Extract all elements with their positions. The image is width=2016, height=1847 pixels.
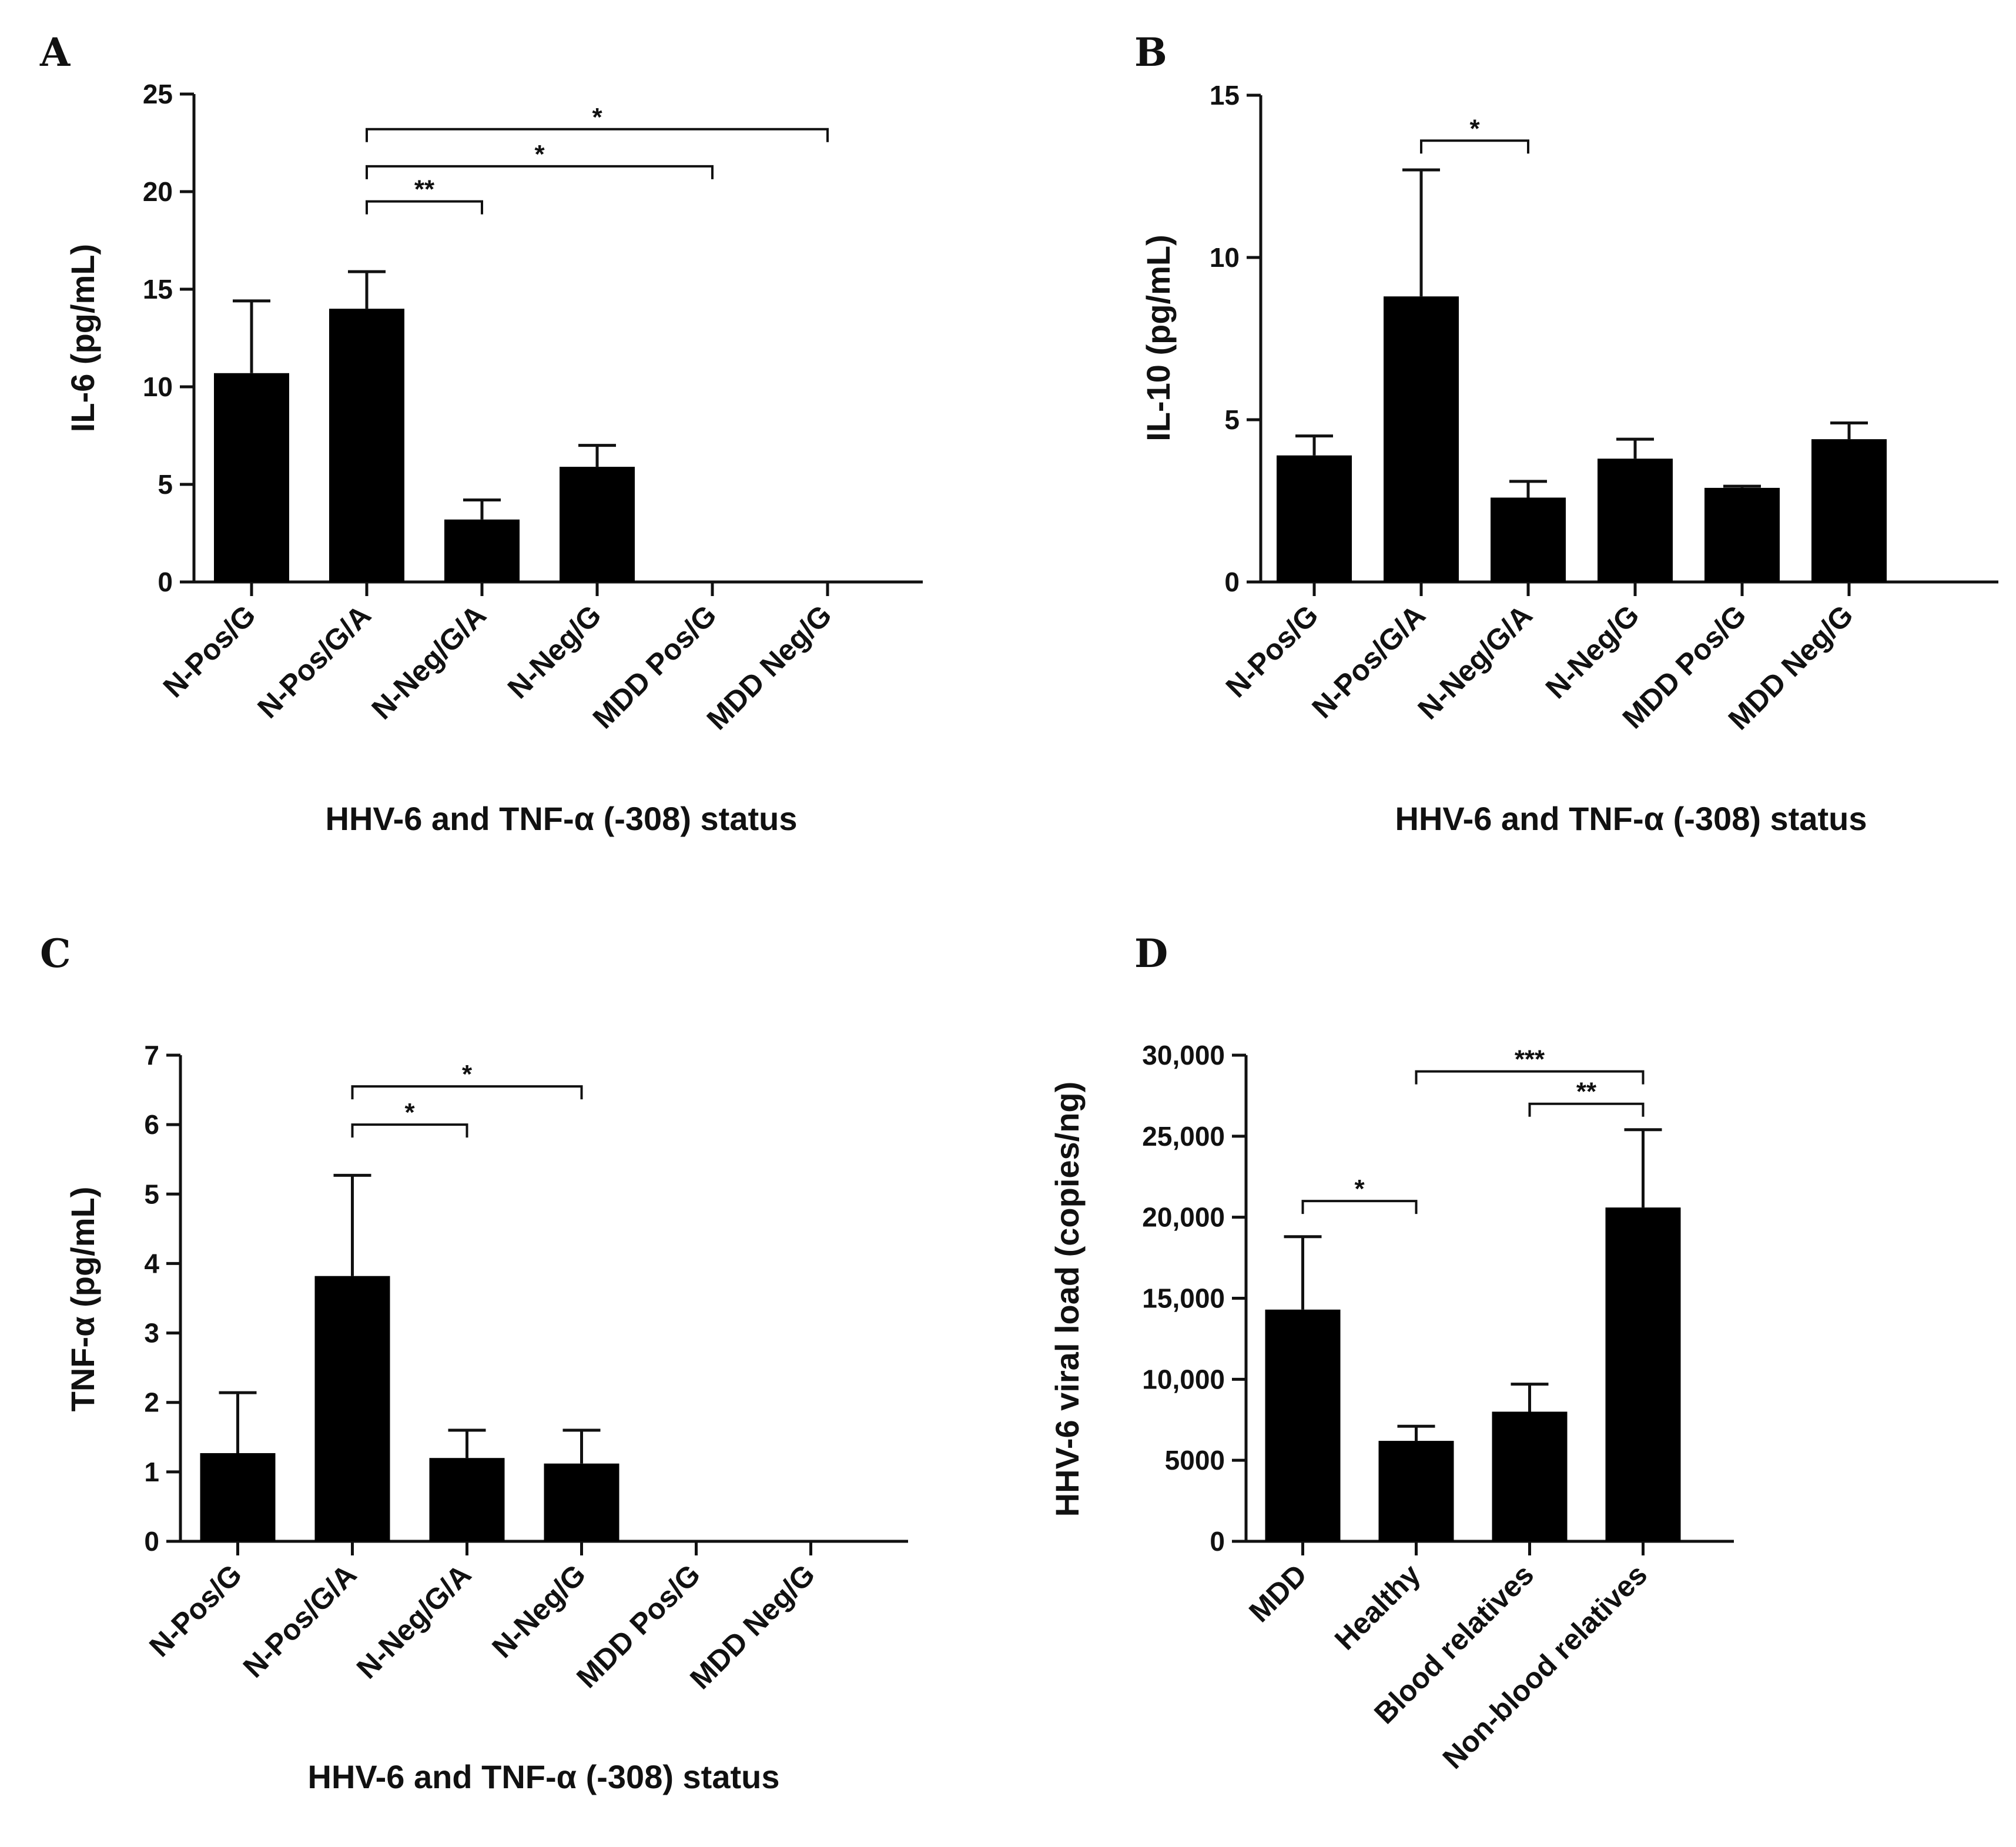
- y-tick-label: 3: [144, 1318, 159, 1349]
- bar: [560, 467, 635, 582]
- x-tick-label: N-Neg/G: [1539, 598, 1646, 705]
- significance-bracket: [366, 200, 483, 215]
- y-tick-label: 1: [144, 1457, 159, 1487]
- bar: [214, 373, 289, 582]
- y-tick-label: 6: [144, 1109, 159, 1140]
- y-tick-label: 5: [158, 469, 173, 500]
- bar: [1491, 497, 1566, 582]
- panel-letter: B: [1134, 29, 1167, 75]
- y-tick-label: 0: [144, 1526, 159, 1557]
- x-axis-title: HHV-6 and TNF-α (-308) status: [308, 1758, 780, 1795]
- y-tick-label: 10,000: [1142, 1364, 1225, 1394]
- x-tick-label: MDD: [1243, 1558, 1313, 1628]
- bar: [1598, 459, 1673, 582]
- panel-letter: A: [39, 29, 71, 75]
- bar: [444, 519, 520, 582]
- y-tick-label: 20: [143, 176, 173, 207]
- bar: [1811, 439, 1887, 582]
- significance-label: *: [462, 1060, 473, 1089]
- y-tick-label: 4: [144, 1248, 159, 1279]
- x-tick-label: N-Neg/G: [501, 598, 608, 705]
- y-tick-label: 10: [1210, 242, 1240, 273]
- significance-label: *: [404, 1098, 415, 1127]
- significance-bracket: [366, 165, 714, 179]
- x-tick-label: N-Pos/G/A: [237, 1558, 363, 1684]
- significance-bracket: [366, 128, 829, 142]
- significance-bracket: [1301, 1200, 1418, 1214]
- bar: [200, 1453, 276, 1541]
- y-tick-label: 15: [1210, 80, 1240, 111]
- x-tick-label: N-Pos/G: [143, 1558, 248, 1663]
- x-axis-title: HHV-6 and TNF-α (-308) status: [326, 800, 798, 837]
- x-tick-label: MDD Neg/G: [684, 1558, 821, 1695]
- y-tick-label: 5000: [1165, 1445, 1225, 1475]
- y-tick-label: 30,000: [1142, 1040, 1225, 1070]
- bar: [1378, 1441, 1454, 1541]
- bar: [1265, 1309, 1341, 1541]
- significance-bracket: [1528, 1102, 1645, 1117]
- y-tick-label: 2: [144, 1387, 159, 1418]
- x-tick-label: N-Neg/G/A: [365, 598, 492, 725]
- bar: [1605, 1207, 1681, 1541]
- significance-label: *: [1469, 114, 1480, 143]
- bar: [1492, 1411, 1568, 1541]
- x-tick-label: MDD Neg/G: [701, 598, 838, 736]
- bar: [1384, 296, 1459, 582]
- x-tick-label: N-Neg/G/A: [1411, 598, 1538, 725]
- significance-label: **: [414, 175, 435, 204]
- x-tick-label: N-Pos/G/A: [251, 598, 377, 724]
- panel-c: C 0 1 2 3 4 5 6 7 N-Pos/GN-Pos/G/AN-Neg/G/A N-Neg/…: [40, 931, 908, 1795]
- y-tick-label: 15,000: [1142, 1283, 1225, 1314]
- bar: [429, 1458, 505, 1541]
- y-tick-label: 5: [144, 1179, 159, 1209]
- bar: [1277, 455, 1352, 582]
- bar: [1704, 487, 1780, 582]
- panel-letter: D: [1134, 931, 1168, 976]
- y-axis-title: IL-6 (pg/mL): [64, 244, 101, 432]
- y-axis-title: TNF-α (pg/mL): [64, 1187, 101, 1412]
- significance-label: *: [534, 140, 545, 169]
- x-tick-label: N-Pos/G/A: [1305, 598, 1431, 724]
- x-tick-label: N-Pos/G: [157, 598, 262, 704]
- y-tick-label: 0: [158, 567, 173, 597]
- y-tick-label: 25: [143, 79, 173, 109]
- y-axis-title: IL-10 (pg/mL): [1140, 235, 1177, 441]
- y-tick-label: 15: [143, 274, 173, 305]
- x-tick-label: Non-blood relatives: [1436, 1558, 1654, 1775]
- panel-a: A 0 5 10 15 20 25 N-Pos/GN-Pos/G/AN-Neg/G/A N-Ne…: [39, 29, 923, 837]
- x-tick-label: N-Neg/G: [485, 1558, 592, 1664]
- y-tick-label: 25,000: [1142, 1121, 1225, 1152]
- significance-bracket: [1415, 1070, 1645, 1085]
- significance-label: **: [1576, 1078, 1597, 1106]
- significance-bracket: [351, 1123, 468, 1138]
- bar: [544, 1463, 619, 1541]
- y-tick-label: 5: [1224, 404, 1240, 435]
- y-tick-label: 7: [144, 1040, 159, 1070]
- panel-letter: C: [40, 931, 71, 976]
- significance-bracket: [1420, 139, 1529, 154]
- x-axis-title: HHV-6 and TNF-α (-308) status: [1395, 800, 1867, 837]
- significance-label: *: [1354, 1175, 1365, 1203]
- bar: [329, 309, 404, 582]
- y-axis-title: HHV-6 viral load (copies/ng): [1049, 1082, 1086, 1517]
- x-tick-label: Healthy: [1328, 1558, 1426, 1656]
- y-tick-label: 0: [1210, 1526, 1225, 1557]
- y-tick-label: 0: [1224, 567, 1240, 597]
- x-tick-label: N-Pos/G: [1220, 598, 1325, 704]
- significance-bracket: [351, 1085, 583, 1100]
- x-tick-label: N-Neg/G/A: [350, 1558, 477, 1685]
- significance-label: *: [592, 103, 602, 132]
- significance-label: ***: [1515, 1045, 1545, 1074]
- y-tick-label: 10: [143, 372, 173, 402]
- bar: [314, 1276, 390, 1541]
- y-tick-label: 20,000: [1142, 1202, 1225, 1233]
